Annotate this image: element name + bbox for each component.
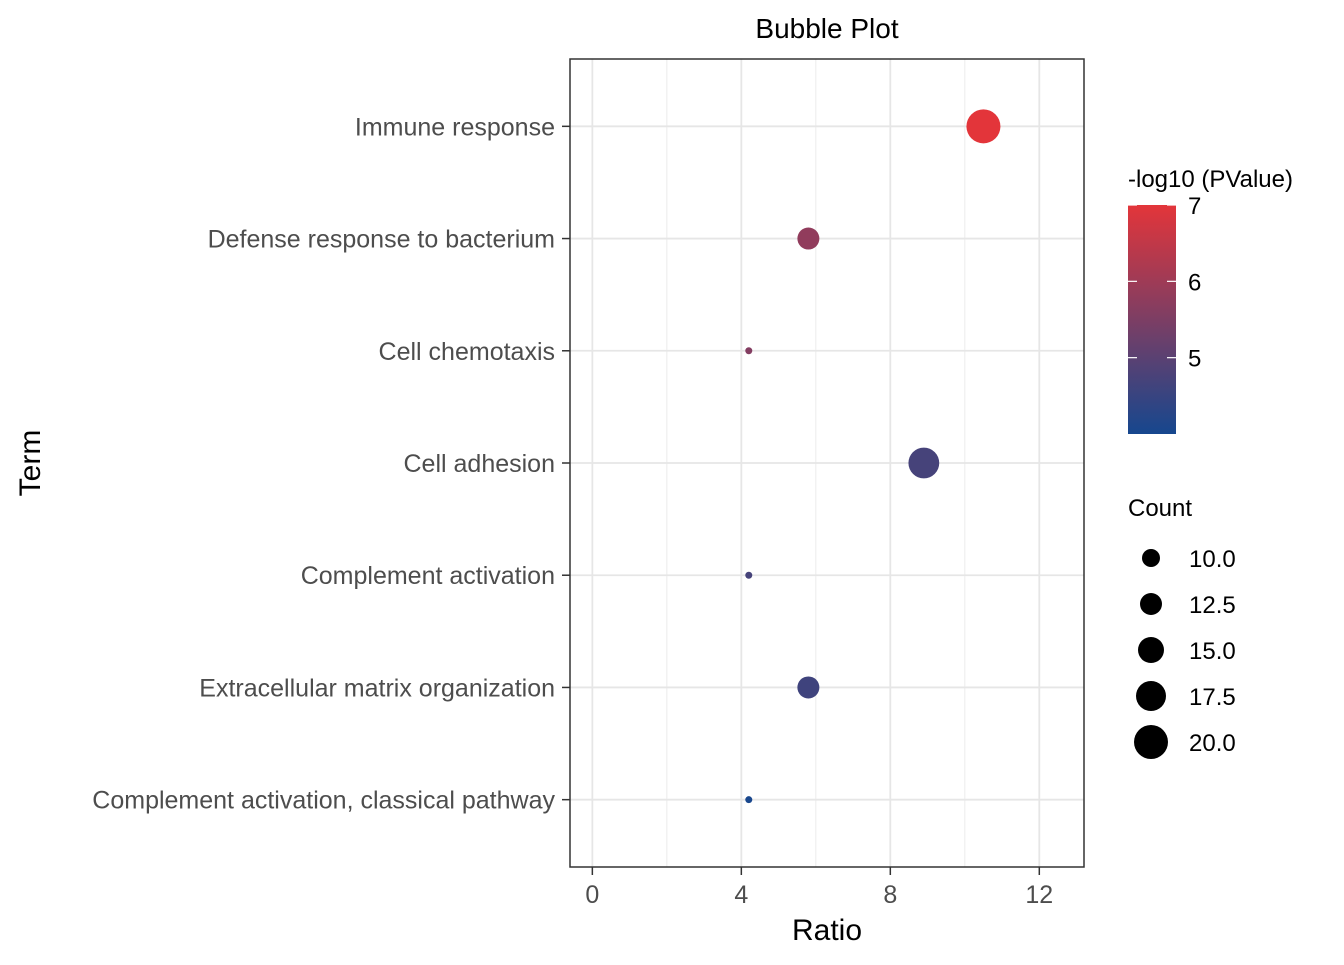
size-legend-label: 20.0 [1189, 730, 1236, 757]
y-tick-label: Cell chemotaxis [379, 338, 555, 366]
bubble-point [797, 676, 820, 699]
colorbar [1128, 205, 1176, 434]
y-tick-label: Complement activation, classical pathway [92, 787, 555, 815]
bubble-point [908, 447, 940, 479]
size-legend-key [1138, 637, 1164, 663]
x-axis: 0 4 8 12 [585, 867, 1053, 909]
size-legend-label: 15.0 [1189, 638, 1236, 665]
color-legend-title: -log10 (PValue) [1128, 166, 1293, 193]
y-axis: Complement activation, classical pathway… [92, 113, 570, 815]
size-legend-title: Count [1128, 495, 1192, 522]
bubble-point [966, 109, 1001, 144]
colorbar-ticks: 5 6 7 [1128, 193, 1201, 373]
color-legend: -log10 (PValue) 5 6 7 [1128, 166, 1293, 434]
y-tick-label: Immune response [355, 113, 555, 141]
size-legend-key [1136, 681, 1166, 711]
y-tick-label: Defense response to bacterium [208, 226, 555, 254]
chart-title: Bubble Plot [755, 13, 898, 44]
x-tick-label: 8 [883, 881, 897, 909]
y-tick-label: Cell adhesion [404, 450, 556, 478]
colorbar-tick-label: 5 [1188, 346, 1201, 373]
size-legend-label: 17.5 [1189, 684, 1236, 711]
size-legend-label: 12.5 [1189, 592, 1236, 619]
bubble-points [745, 109, 1001, 804]
bubble-point [745, 571, 753, 579]
bubble-point [745, 347, 753, 355]
size-legend-label: 10.0 [1189, 546, 1236, 573]
size-legend-key [1140, 593, 1162, 615]
size-legend-items: 10.0 12.5 15.0 17.5 20.0 [1134, 546, 1236, 759]
bubble-point [745, 796, 753, 804]
y-tick-label: Extracellular matrix organization [199, 674, 555, 702]
grid-lines [570, 59, 1084, 867]
size-legend-key [1142, 549, 1160, 567]
x-tick-label: 0 [585, 881, 599, 909]
colorbar-tick-label: 7 [1188, 193, 1201, 220]
x-axis-label: Ratio [792, 914, 862, 947]
size-legend: Count 10.0 12.5 15.0 17.5 20.0 [1128, 495, 1236, 759]
x-tick-label: 4 [734, 881, 748, 909]
x-tick-label: 12 [1025, 881, 1053, 909]
colorbar-tick-label: 6 [1188, 269, 1201, 296]
y-axis-label: Term [14, 430, 47, 497]
bubble-point [797, 227, 820, 250]
size-legend-key [1134, 725, 1168, 759]
y-tick-label: Complement activation [301, 562, 555, 590]
